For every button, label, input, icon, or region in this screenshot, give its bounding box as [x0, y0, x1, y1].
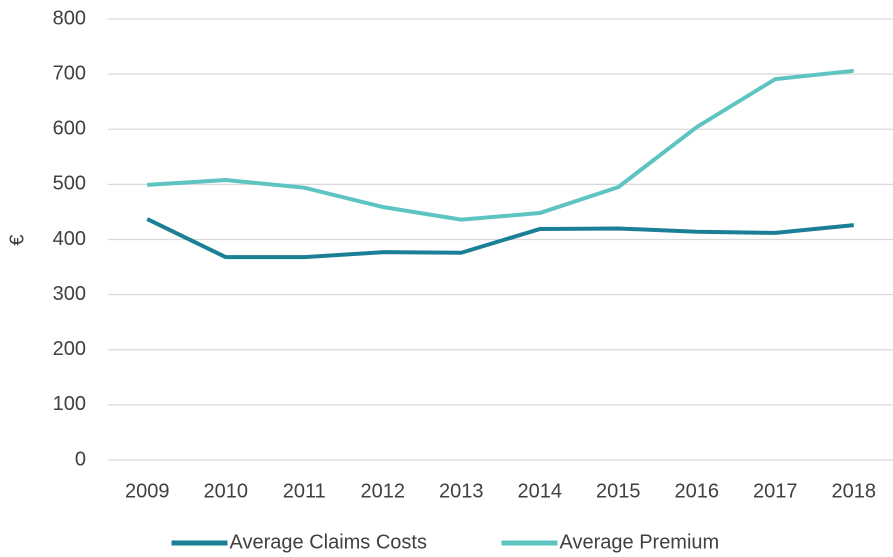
y-tick-label: 0 [75, 448, 86, 470]
x-tick-label: 2010 [204, 480, 249, 502]
y-tick-label: 600 [53, 118, 86, 140]
x-tick-label: 2014 [518, 480, 563, 502]
legend-label: Average Premium [560, 531, 720, 553]
y-tick-label: 200 [53, 338, 86, 360]
x-tick-label: 2018 [832, 480, 877, 502]
x-tick-label: 2012 [361, 480, 406, 502]
y-tick-label: 800 [53, 7, 86, 29]
x-tick-label: 2017 [753, 480, 798, 502]
y-tick-label: 400 [53, 228, 86, 250]
y-tick-label: 100 [53, 393, 86, 415]
y-tick-label: 300 [53, 283, 86, 305]
x-tick-label: 2009 [125, 480, 170, 502]
y-tick-label: 500 [53, 173, 86, 195]
x-tick-label: 2016 [675, 480, 720, 502]
y-tick-label: 700 [53, 62, 86, 84]
legend-label: Average Claims Costs [230, 531, 427, 553]
series-line [146, 217, 854, 260]
series-line [147, 68, 854, 222]
y-axis-label: € [6, 234, 28, 245]
x-tick-label: 2011 [283, 480, 326, 502]
x-tick-label: 2015 [596, 480, 641, 502]
x-tick-label: 2013 [439, 480, 484, 502]
